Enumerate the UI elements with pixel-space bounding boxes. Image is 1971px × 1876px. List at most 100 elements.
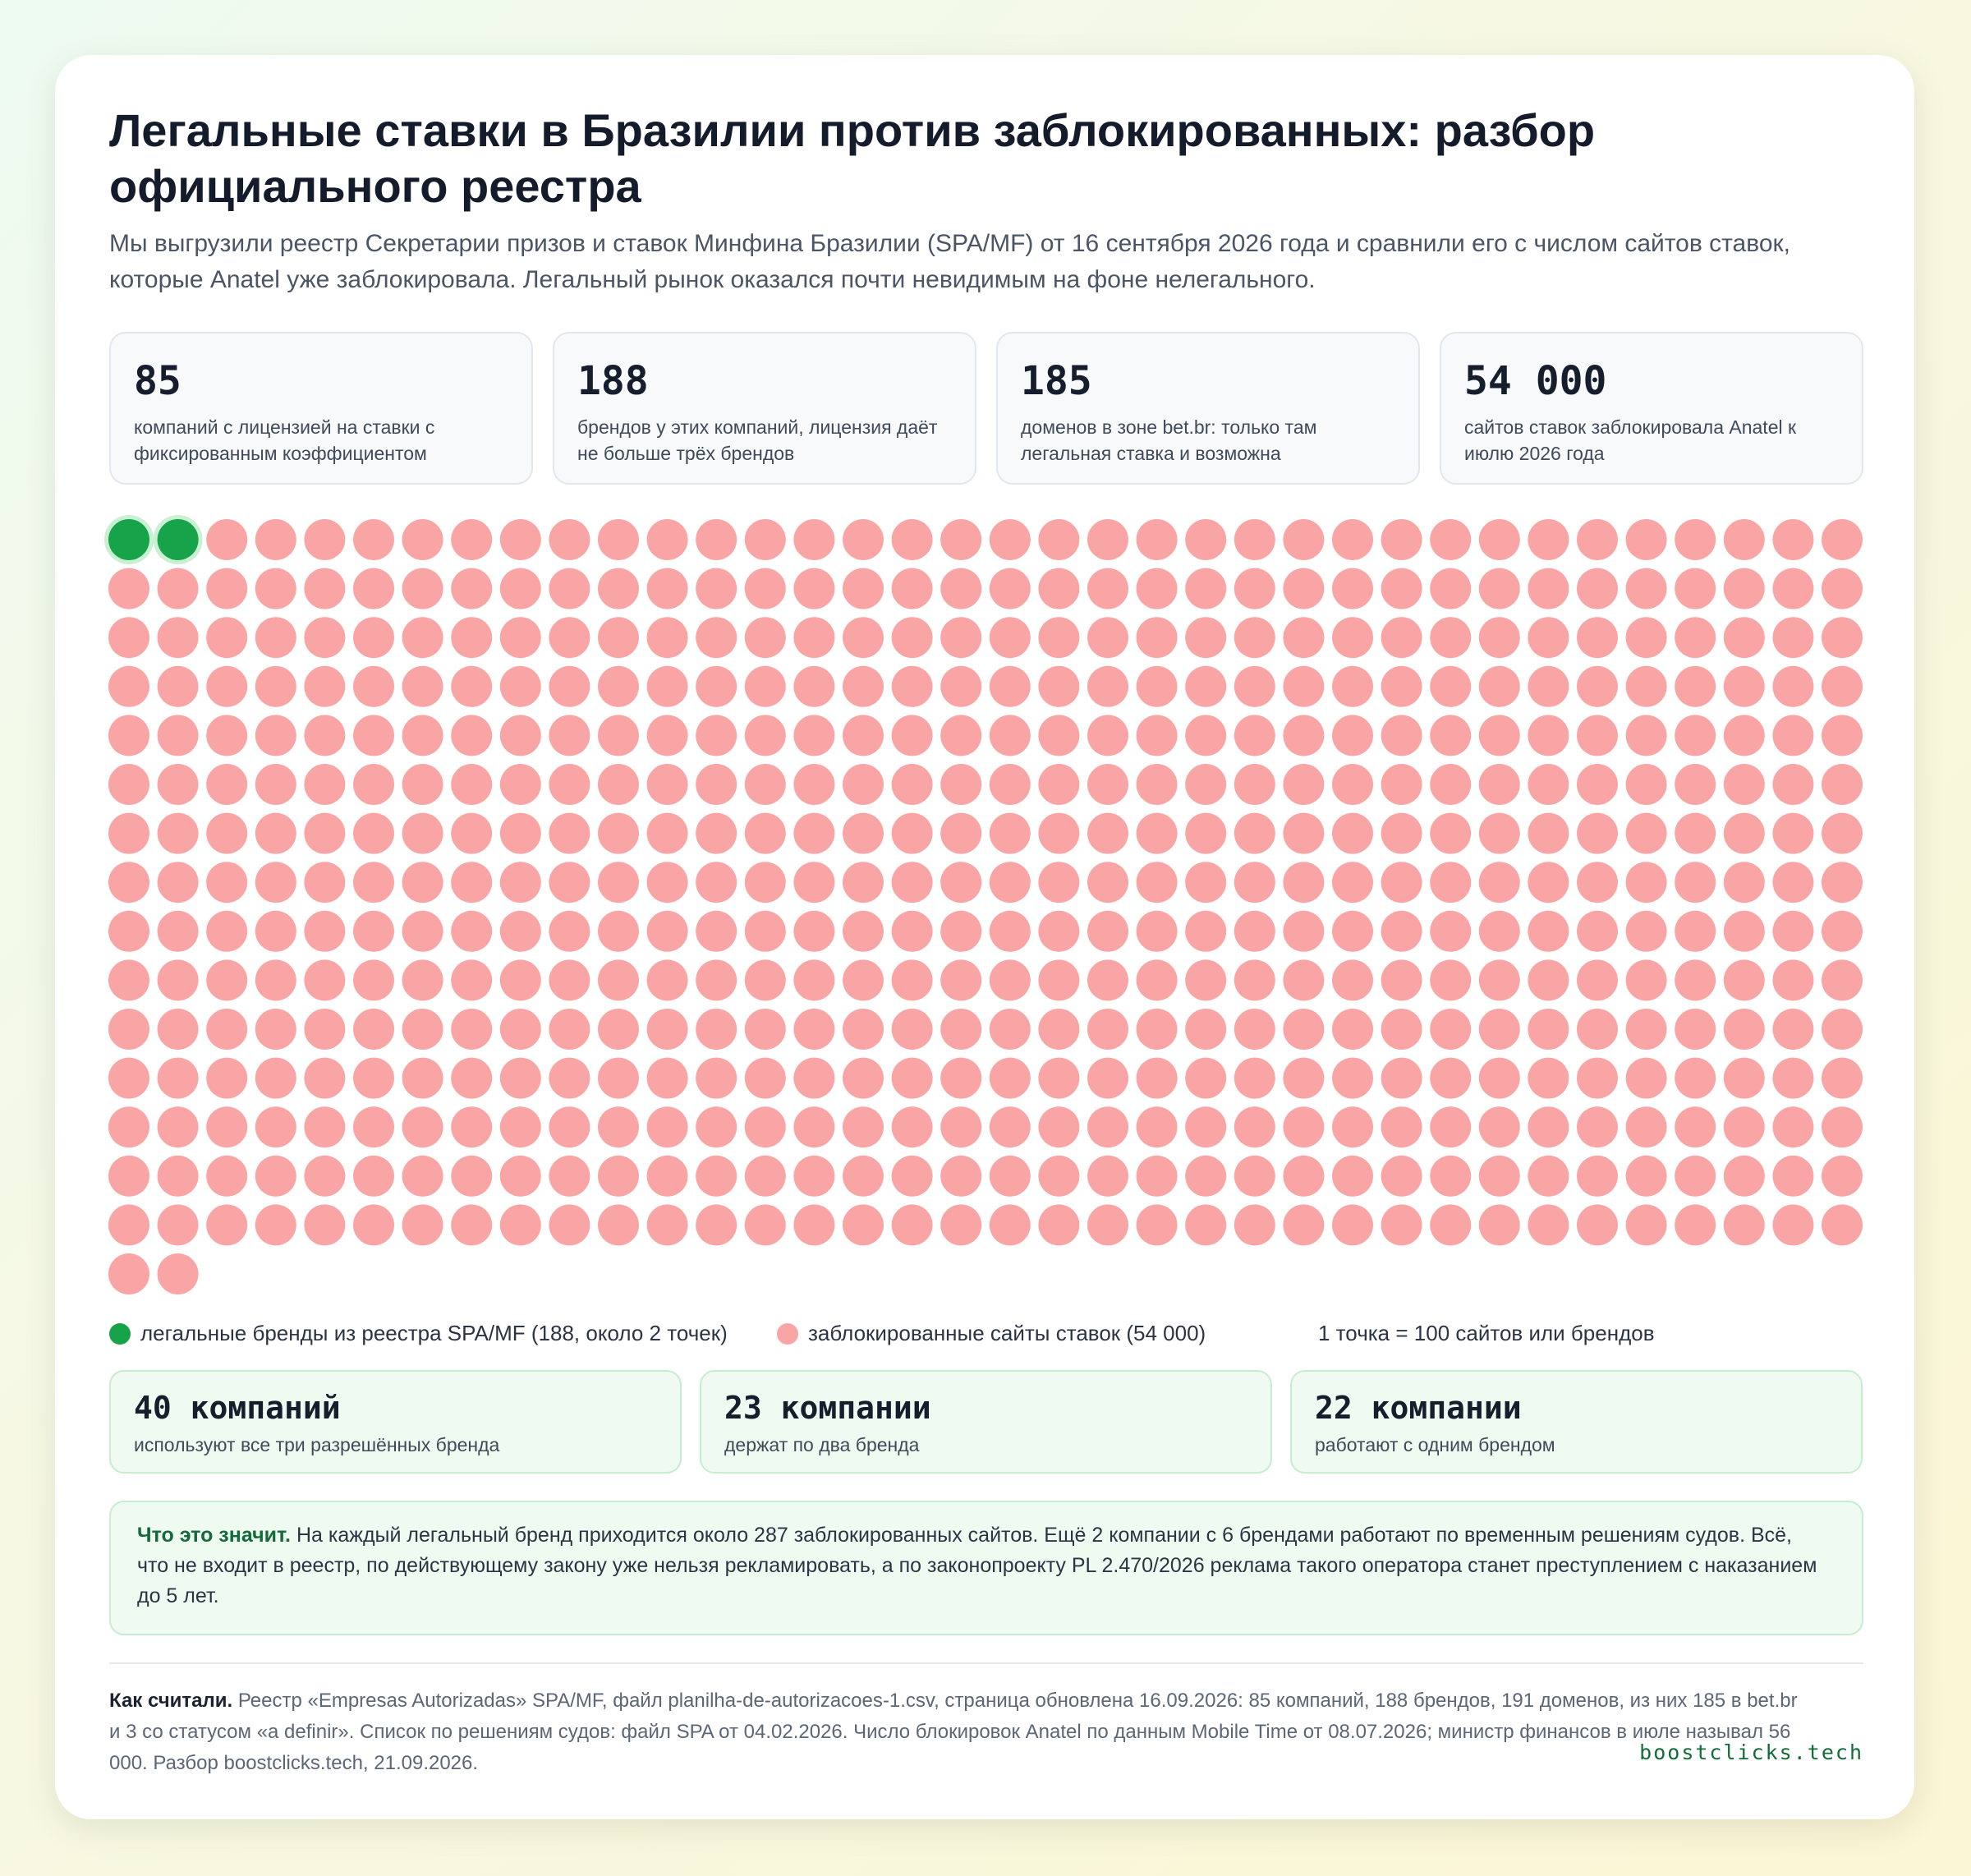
waffle-dot-blocked [353, 617, 394, 659]
waffle-dot-blocked [451, 1155, 493, 1197]
waffle-dot-blocked [108, 910, 149, 952]
waffle-dot-blocked [206, 519, 248, 560]
waffle-dot-blocked [1625, 1204, 1667, 1246]
waffle-dot-blocked [598, 715, 639, 756]
waffle-dot-blocked [1185, 1057, 1227, 1099]
waffle-dot-blocked [1332, 1106, 1373, 1148]
waffle-dot-blocked [1577, 959, 1618, 1001]
waffle-dot-blocked [1430, 862, 1472, 904]
waffle-dot-blocked [1675, 1057, 1716, 1099]
waffle-dot-blocked [793, 519, 835, 560]
waffle-dot-blocked [1087, 1057, 1128, 1099]
waffle-dot-blocked [157, 1204, 199, 1246]
waffle-dot-blocked [157, 665, 199, 707]
waffle-dot-blocked [1772, 568, 1814, 609]
waffle-dot-blocked [1087, 1009, 1128, 1050]
waffle-dot-blocked [1136, 1057, 1178, 1099]
waffle-dot-blocked [1822, 519, 1863, 560]
waffle-dot-blocked [1136, 617, 1178, 659]
waffle-dot-blocked [1430, 1204, 1472, 1246]
chart-legend: легальные бренды из реестра SPA/MF (188,… [109, 1316, 1863, 1352]
waffle-dot-blocked [891, 1009, 933, 1050]
waffle-dot-blocked [1234, 1009, 1275, 1050]
waffle-dot-blocked [1723, 1204, 1765, 1246]
waffle-dot-blocked [1822, 617, 1863, 659]
waffle-dot-blocked [353, 862, 394, 904]
waffle-dot-blocked [304, 568, 346, 609]
waffle-dot-blocked [549, 665, 590, 707]
waffle-dot-blocked [1185, 665, 1227, 707]
waffle-dot-blocked [1332, 812, 1373, 854]
waffle-dot-blocked [255, 910, 296, 952]
waffle-dot-blocked [1772, 764, 1814, 805]
waffle-dot-blocked [1478, 764, 1520, 805]
waffle-dot-blocked [1087, 1204, 1128, 1246]
waffle-dot-blocked [304, 812, 346, 854]
infographic-card: Легальные ставки в Бразилии против забло… [55, 55, 1914, 1819]
waffle-dot-blocked [1283, 1155, 1325, 1197]
waffle-dot-blocked [1038, 617, 1080, 659]
waffle-dot-blocked [1478, 617, 1520, 659]
waffle-dot-blocked [206, 812, 248, 854]
waffle-dot-blocked [353, 519, 394, 560]
waffle-dot-blocked [1723, 1155, 1765, 1197]
waffle-dot-blocked [989, 715, 1031, 756]
waffle-dot-blocked [402, 665, 443, 707]
waffle-dot-blocked [1528, 665, 1569, 707]
waffle-dot-blocked [499, 764, 541, 805]
waffle-dot-blocked [1136, 812, 1178, 854]
waffle-dot-blocked [1577, 1204, 1618, 1246]
stat-value: 188 [577, 358, 649, 404]
waffle-dot-blocked [744, 665, 786, 707]
waffle-dot-blocked [843, 764, 884, 805]
waffle-dot-blocked [1478, 812, 1520, 854]
waffle-dot-blocked [1430, 812, 1472, 854]
waffle-dot-blocked [1430, 568, 1472, 609]
waffle-dot-blocked [499, 910, 541, 952]
waffle-dot-blocked [1822, 862, 1863, 904]
waffle-dot-blocked [451, 1009, 493, 1050]
waffle-dot-blocked [304, 665, 346, 707]
waffle-dot-blocked [989, 665, 1031, 707]
waffle-dot-blocked [1675, 1155, 1716, 1197]
waffle-dot-blocked [206, 862, 248, 904]
waffle-dot-blocked [304, 1204, 346, 1246]
waffle-dot-blocked [940, 1155, 982, 1197]
waffle-dot-blocked [353, 1106, 394, 1148]
waffle-dot-blocked [1625, 665, 1667, 707]
waffle-dot-blocked [1430, 1155, 1472, 1197]
waffle-dot-blocked [1577, 862, 1618, 904]
waffle-dot-blocked [1528, 959, 1569, 1001]
waffle-dot-blocked [843, 1057, 884, 1099]
waffle-dot-blocked [744, 1155, 786, 1197]
waffle-dot-blocked [1087, 959, 1128, 1001]
waffle-dot-blocked [1822, 764, 1863, 805]
waffle-dot-blocked [989, 1057, 1031, 1099]
waffle-dot-blocked [1723, 764, 1765, 805]
waffle-dot-blocked [989, 862, 1031, 904]
waffle-dot-blocked [499, 1204, 541, 1246]
waffle-dot-blocked [1675, 1204, 1716, 1246]
waffle-dot-blocked [1185, 1009, 1227, 1050]
waffle-dot-blocked [940, 715, 982, 756]
waffle-dot-blocked [255, 617, 296, 659]
waffle-dot-blocked [549, 959, 590, 1001]
waffle-dot-blocked [1625, 1009, 1667, 1050]
waffle-dot-blocked [1234, 715, 1275, 756]
waffle-dot-blocked [1577, 519, 1618, 560]
waffle-dot-blocked [1577, 812, 1618, 854]
waffle-dot-blocked [1577, 1009, 1618, 1050]
waffle-dot-blocked [549, 519, 590, 560]
waffle-dot-blocked [891, 568, 933, 609]
waffle-dot-blocked [1577, 1106, 1618, 1148]
waffle-dot-blocked [108, 764, 149, 805]
waffle-dot-blocked [1381, 665, 1422, 707]
waffle-dot-blocked [549, 1204, 590, 1246]
waffle-dot-blocked [744, 764, 786, 805]
insight-box: Что это значит. На каждый легальный брен… [109, 1501, 1863, 1635]
waffle-dot-blocked [402, 1106, 443, 1148]
waffle-dot-blocked [1822, 1009, 1863, 1050]
stat-value: 54 000 [1464, 358, 1607, 404]
waffle-dot-blocked [646, 1057, 688, 1099]
waffle-dot-blocked [1283, 1106, 1325, 1148]
